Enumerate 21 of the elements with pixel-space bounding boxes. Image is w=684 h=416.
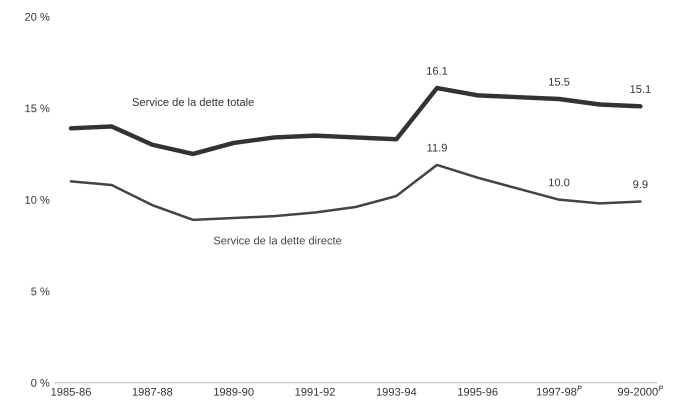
data-label: 10.0 — [549, 178, 570, 186]
data-label: 11.9 — [427, 144, 447, 152]
text: Service de la dette totale — [132, 98, 254, 106]
y-tick-label: 20 % — [25, 12, 50, 21]
series-label: Service de la dette directe — [214, 236, 342, 244]
y-tick-label: 0 % — [31, 378, 50, 387]
x-tick-label: 99-2000$^{P}$ — [618, 386, 663, 396]
x-tick-label: 1997-98$^{P}$ — [536, 386, 582, 396]
data-label: 16.1 — [427, 66, 448, 75]
x-tick-label: 1985-86 — [51, 388, 91, 396]
x-tick-label: 1987-88 — [132, 388, 172, 396]
x-tick-label: 1995-96 — [458, 388, 498, 396]
y-tick-label: 5 % — [31, 288, 50, 296]
y-tick-label: 10 % — [25, 196, 50, 204]
x-tick-label: 1989-90 — [214, 388, 254, 396]
data-label: 15.1 — [630, 85, 651, 94]
data-label: 9.9 — [633, 180, 648, 188]
y-tick-label: 15 % — [25, 104, 50, 112]
data-label: 15.5 — [549, 78, 570, 86]
x-tick-label: 1993-94 — [376, 388, 416, 396]
x-tick-label: 1991-92 — [295, 388, 335, 396]
